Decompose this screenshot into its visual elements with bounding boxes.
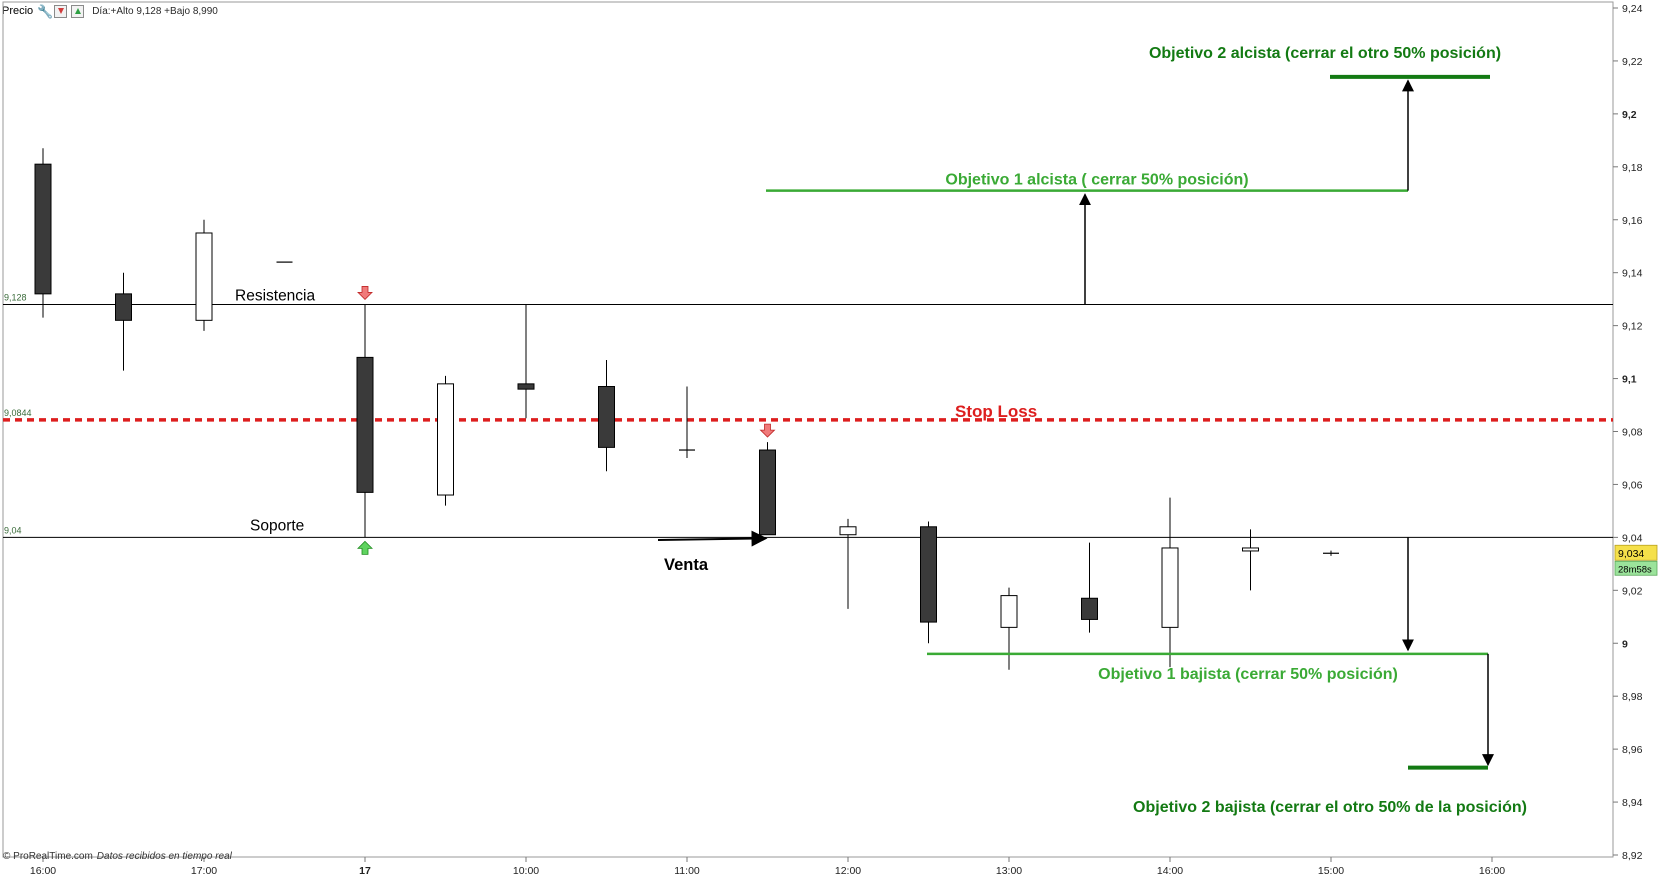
add-indicator-icon[interactable] (71, 4, 85, 18)
candle (598, 360, 615, 472)
candle-body (356, 356, 374, 493)
chart-toolbar: Precio 🔧 Día:+Alto 9,128 +Bajo 8,990 (2, 2, 218, 20)
buy-signal-icon (357, 540, 373, 555)
day-range-info: Día:+Alto 9,128 +Bajo 8,990 (92, 5, 218, 17)
candle (679, 386, 695, 458)
candle (1000, 587, 1018, 670)
y-tick-label: 9,16 (1622, 215, 1643, 227)
y-tick-label: 8,98 (1622, 691, 1643, 703)
x-tick-label: 17 (359, 865, 371, 877)
resistencia-label: Resistencia (235, 287, 315, 304)
y-tick-label: 9,18 (1622, 162, 1643, 174)
soporte-label: Soporte (250, 517, 304, 534)
current-price-box (1614, 544, 1658, 561)
candle (759, 442, 776, 536)
soporte-value-label: 9,04 (4, 525, 22, 535)
candle (839, 518, 857, 609)
candle-body (759, 449, 776, 536)
stop-loss-value-label: 9,0844 (4, 408, 32, 418)
y-tick-label: 9,04 (1622, 532, 1643, 544)
x-tick-label: 15:00 (1318, 865, 1344, 877)
sell-signal-icon (759, 423, 776, 438)
y-tick-label: 9,02 (1622, 585, 1643, 597)
y-tick-label: 8,96 (1622, 744, 1643, 756)
x-tick-label: 16:00 (1479, 865, 1505, 877)
candle-body (1161, 547, 1179, 628)
timer-label: 28m58s (1618, 564, 1652, 575)
objetivo2-alcista-label: Objetivo 2 alcista (cerrar el otro 50% p… (1149, 45, 1501, 62)
timer-box (1614, 560, 1658, 576)
x-tick-label: 11:00 (674, 865, 700, 877)
y-tick-label: 8,94 (1622, 797, 1643, 809)
y-tick-label: 9,14 (1622, 268, 1643, 280)
candle (437, 375, 454, 506)
stop-loss-label: Stop Loss (955, 402, 1037, 421)
candle-body (1000, 595, 1018, 628)
sell-signal-icon (357, 286, 373, 301)
candle (356, 304, 374, 538)
candle-body (34, 163, 52, 295)
candle-body (115, 293, 132, 321)
candle (920, 521, 937, 644)
resistencia-value-label: 9,128 (4, 292, 27, 302)
y-tick-label: 9,1 (1622, 374, 1637, 386)
x-tick-label: 12:00 (835, 865, 861, 877)
y-tick-label: 9,24 (1622, 3, 1643, 15)
candle-body (437, 383, 454, 496)
y-tick-label: 9,2 (1622, 109, 1637, 121)
candle (1161, 497, 1179, 668)
footer-brand: © ProRealTime.com (3, 851, 93, 862)
objetivo1-alcista-label: Objetivo 1 alcista ( cerrar 50% posición… (945, 172, 1248, 189)
remove-indicator-icon[interactable] (54, 4, 68, 18)
y-tick-label: 9 (1622, 638, 1628, 650)
current-price-label: 9,034 (1618, 548, 1644, 560)
candle-body (195, 232, 213, 321)
y-tick-label: 9,06 (1622, 479, 1643, 491)
candle-body (839, 526, 857, 536)
candle (517, 304, 535, 419)
candle (1081, 542, 1098, 633)
current-price-tag: 9,034 28m58s (1614, 544, 1658, 576)
objetivo1-bajista-label: Objetivo 1 bajista (cerrar 50% posición) (1098, 666, 1398, 683)
price-label: Precio (2, 5, 34, 17)
candle-body (1081, 597, 1098, 620)
candle-body (598, 386, 615, 448)
venta-label: Venta (664, 556, 709, 574)
y-tick-label: 9,22 (1622, 56, 1643, 68)
plot-frame (2, 1, 1614, 858)
footer: © ProRealTime.com Datos recibidos en tiem… (3, 851, 232, 862)
candle (195, 219, 213, 331)
x-tick-label: 14:00 (1157, 865, 1183, 877)
y-tick-label: 8,92 (1622, 850, 1643, 862)
y-tick-label: 9,08 (1622, 427, 1643, 439)
candle (34, 148, 52, 318)
x-tick-label: 17:00 (191, 865, 217, 877)
wrench-icon[interactable]: 🔧 (37, 3, 54, 19)
footer-status: Datos recibidos en tiempo real (96, 851, 232, 862)
candle (1323, 550, 1339, 556)
candle (1242, 529, 1259, 591)
candle (115, 272, 132, 371)
candle-body (517, 383, 535, 390)
x-tick-label: 16:00 (30, 865, 56, 877)
venta-arrow (657, 530, 768, 547)
x-tick-label: 10:00 (513, 865, 539, 877)
x-tick-label: 13:00 (996, 865, 1022, 877)
objetivo2-bajista-label: Objetivo 2 bajista (cerrar el otro 50% d… (1133, 799, 1527, 816)
candle-body (920, 526, 937, 623)
candle-body (1242, 547, 1259, 552)
y-tick-label: 9,12 (1622, 321, 1643, 333)
